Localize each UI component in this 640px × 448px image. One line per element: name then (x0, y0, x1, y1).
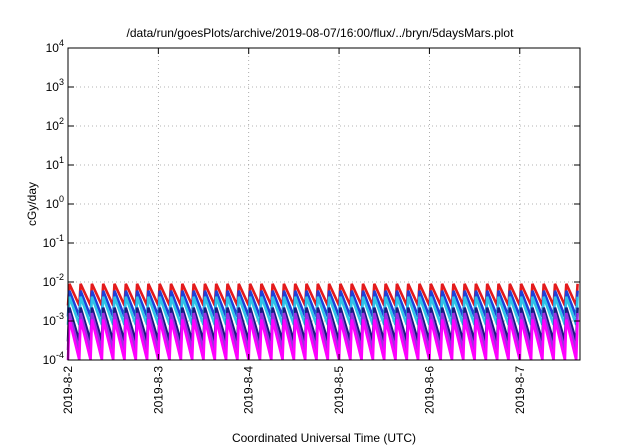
series-line-5 (66, 312, 579, 351)
x-tick-label: 2019-8-2 (61, 366, 75, 414)
y-axis-label: cGy/day (25, 182, 39, 226)
chart-title: /data/run/goesPlots/archive/2019-08-07/1… (127, 26, 515, 40)
y-tick-label: 10-1 (43, 233, 64, 250)
y-tick-label: 102 (46, 116, 64, 133)
series-group (66, 283, 579, 361)
series-line-4 (66, 307, 579, 342)
y-tick-label: 10-3 (43, 311, 64, 328)
y-tick-label: 104 (46, 38, 64, 55)
series-line-2 (66, 290, 579, 318)
x-tick-label: 2019-8-7 (513, 366, 527, 414)
x-axis: 2019-8-2 2019-8-3 2019-8-4 2019-8-5 2019-8-6… (61, 48, 527, 414)
x-tick-label: 2019-8-3 (151, 366, 165, 414)
series-line-3 (66, 296, 579, 326)
y-tick-label: 101 (46, 155, 64, 172)
y-axis: 104 103 102 101 100 10-1 10-2 10-3 10-4 (43, 38, 580, 367)
x-axis-label: Coordinated Universal Time (UTC) (232, 431, 416, 445)
y-tick-label: 103 (46, 77, 64, 94)
y-tick-label: 10-4 (43, 350, 64, 367)
y-tick-label: 10-2 (43, 272, 64, 289)
series-line-6 (66, 319, 579, 361)
y-tick-label: 100 (46, 194, 64, 211)
x-tick-label: 2019-8-5 (332, 366, 346, 414)
x-tick-label: 2019-8-4 (242, 366, 256, 414)
x-tick-label: 2019-8-6 (422, 366, 436, 414)
series-line-1 (66, 283, 579, 307)
